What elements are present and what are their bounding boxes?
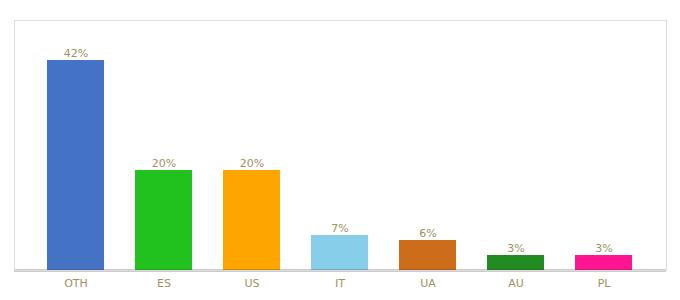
svg-text:42%: 42% (64, 47, 88, 60)
svg-text:OTH: OTH (64, 277, 88, 290)
svg-text:20%: 20% (240, 157, 264, 170)
svg-text:3%: 3% (507, 242, 524, 255)
svg-text:3%: 3% (595, 242, 612, 255)
svg-text:IT: IT (335, 277, 345, 290)
svg-text:6%: 6% (419, 227, 436, 240)
svg-text:7%: 7% (331, 222, 348, 235)
svg-text:PL: PL (598, 277, 612, 290)
svg-text:AU: AU (508, 277, 524, 290)
svg-text:20%: 20% (152, 157, 176, 170)
svg-text:US: US (244, 277, 259, 290)
svg-text:UA: UA (420, 277, 436, 290)
svg-text:ES: ES (157, 277, 171, 290)
